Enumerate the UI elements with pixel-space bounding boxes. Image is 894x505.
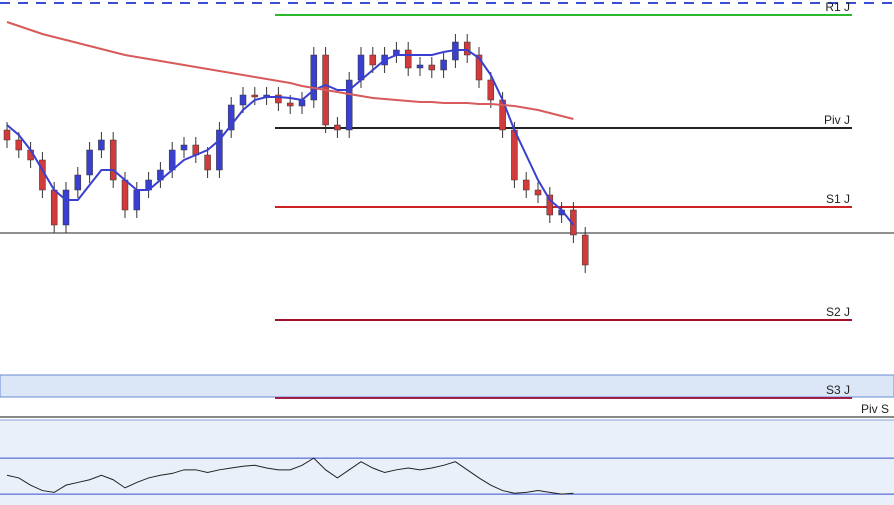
candle-body — [487, 79, 495, 101]
candle-body — [227, 104, 235, 131]
candle-body — [428, 64, 436, 71]
candle-body — [216, 129, 223, 171]
candle-body — [3, 129, 11, 141]
moving-average — [6, 21, 574, 120]
candle-body — [180, 144, 188, 151]
candle-body — [511, 129, 518, 181]
candle-body — [50, 189, 58, 226]
candle-body — [334, 124, 341, 131]
candle-body — [534, 189, 542, 196]
candle-body — [404, 49, 412, 69]
candle-body — [86, 149, 93, 176]
candle-body — [121, 179, 129, 211]
oscillator-line — [6, 457, 574, 495]
candle-body — [15, 139, 23, 151]
candle-body — [345, 79, 353, 131]
candle-body — [310, 54, 318, 101]
level-label: Piv S — [861, 402, 889, 416]
candle-body — [275, 94, 282, 104]
candle-body — [440, 59, 447, 71]
candle-body — [581, 234, 589, 266]
candle-body — [416, 64, 424, 69]
oscillator-panel — [0, 420, 894, 505]
level-label: S2 J — [826, 305, 850, 319]
candle-body — [369, 54, 377, 66]
candle-body — [239, 94, 247, 106]
candle-body — [251, 94, 259, 98]
moving-average — [6, 49, 575, 226]
candle-body — [357, 54, 365, 81]
level-label: Piv J — [824, 113, 850, 127]
candle-body — [74, 174, 82, 191]
candle-body — [475, 54, 483, 81]
candle-body — [463, 41, 471, 56]
candle-body — [286, 102, 294, 107]
candle-body — [133, 189, 141, 211]
candle-body — [98, 139, 105, 151]
candle-body — [546, 194, 554, 216]
candle-body — [109, 139, 117, 181]
level-label: S3 J — [826, 383, 850, 397]
candle-body — [522, 179, 530, 191]
level-label: S1 J — [826, 192, 850, 206]
candle-body — [204, 154, 211, 171]
level-label: R1 J — [825, 0, 850, 14]
band — [0, 374, 894, 398]
candle-body — [62, 189, 70, 226]
